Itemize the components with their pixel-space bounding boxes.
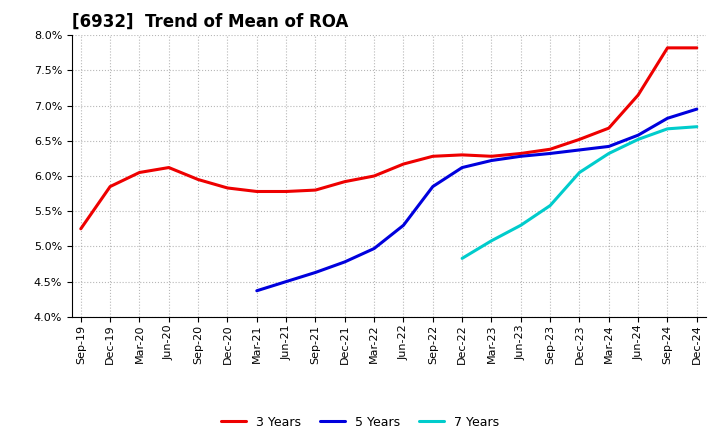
7 Years: [546, 203, 554, 208]
5 Years: [634, 132, 642, 138]
5 Years: [546, 151, 554, 156]
5 Years: [253, 288, 261, 293]
7 Years: [516, 223, 525, 228]
5 Years: [663, 116, 672, 121]
5 Years: [605, 144, 613, 149]
5 Years: [428, 184, 437, 189]
Line: 5 Years: 5 Years: [257, 109, 697, 291]
3 Years: [605, 125, 613, 131]
3 Years: [282, 189, 290, 194]
7 Years: [693, 124, 701, 129]
3 Years: [106, 184, 114, 189]
7 Years: [663, 126, 672, 132]
3 Years: [487, 154, 496, 159]
5 Years: [282, 279, 290, 284]
7 Years: [487, 238, 496, 243]
3 Years: [311, 187, 320, 193]
3 Years: [399, 161, 408, 167]
3 Years: [164, 165, 173, 170]
3 Years: [546, 147, 554, 152]
3 Years: [76, 226, 85, 231]
3 Years: [693, 45, 701, 51]
3 Years: [223, 185, 232, 191]
5 Years: [487, 158, 496, 163]
Text: [6932]  Trend of Mean of ROA: [6932] Trend of Mean of ROA: [72, 13, 348, 31]
3 Years: [516, 151, 525, 156]
5 Years: [516, 154, 525, 159]
3 Years: [458, 152, 467, 158]
7 Years: [458, 256, 467, 261]
5 Years: [693, 106, 701, 112]
7 Years: [575, 170, 584, 175]
3 Years: [634, 92, 642, 98]
3 Years: [428, 154, 437, 159]
5 Years: [399, 223, 408, 228]
5 Years: [341, 259, 349, 264]
3 Years: [370, 173, 379, 179]
7 Years: [634, 137, 642, 142]
Line: 3 Years: 3 Years: [81, 48, 697, 229]
Legend: 3 Years, 5 Years, 7 Years: 3 Years, 5 Years, 7 Years: [216, 411, 504, 434]
3 Years: [663, 45, 672, 51]
5 Years: [311, 270, 320, 275]
3 Years: [135, 170, 144, 175]
5 Years: [575, 147, 584, 153]
3 Years: [575, 137, 584, 142]
Line: 7 Years: 7 Years: [462, 127, 697, 258]
5 Years: [370, 246, 379, 251]
3 Years: [194, 177, 202, 182]
5 Years: [458, 165, 467, 170]
7 Years: [605, 151, 613, 156]
3 Years: [253, 189, 261, 194]
3 Years: [341, 179, 349, 184]
